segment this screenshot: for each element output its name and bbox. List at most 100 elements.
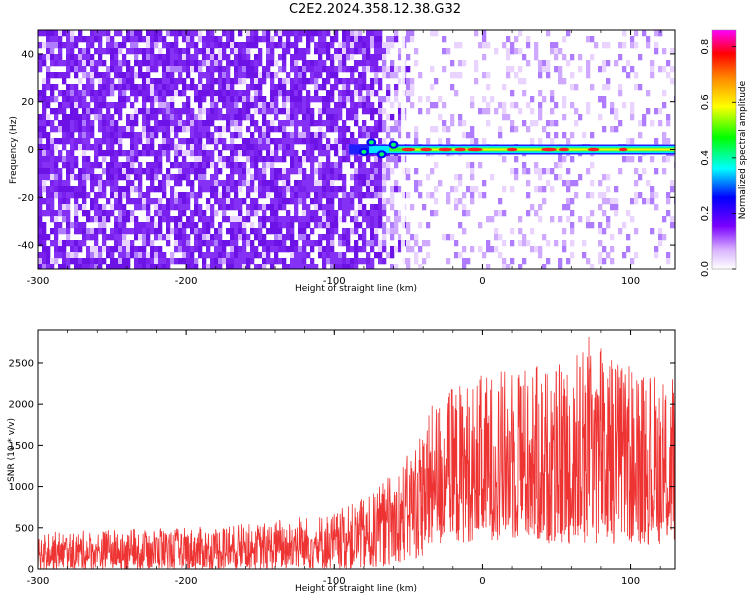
heatmap-cell xyxy=(170,90,175,97)
heatmap-cell xyxy=(170,60,175,67)
heatmap-cell xyxy=(638,84,643,91)
heatmap-cell xyxy=(378,258,383,265)
heatmap-cell xyxy=(354,168,359,175)
heatmap-cell xyxy=(258,174,263,181)
heatmap-cell xyxy=(670,186,675,193)
heatmap-cell xyxy=(254,126,259,133)
heatmap-cell xyxy=(482,30,487,37)
heatmap-cell xyxy=(326,252,331,259)
heatmap-cell xyxy=(538,66,543,73)
heatmap-cell xyxy=(82,66,87,73)
heatmap-cell xyxy=(118,150,123,157)
snr-y-tick-label: 1000 xyxy=(9,482,34,493)
heatmap-cell xyxy=(222,84,227,91)
heatmap-cell xyxy=(230,222,235,229)
heatmap-cell xyxy=(302,60,307,67)
heatmap-cell xyxy=(94,192,99,199)
heatmap-cell xyxy=(250,132,255,139)
heatmap-cell xyxy=(414,132,419,139)
heatmap-cell xyxy=(238,162,243,169)
heatmap-cell xyxy=(166,114,171,121)
heatmap-cell xyxy=(54,156,59,163)
heatmap-cell xyxy=(46,150,51,157)
heatmap-cell xyxy=(194,42,199,49)
heatmap-cell xyxy=(138,108,143,115)
heatmap-cell xyxy=(270,246,275,253)
heatmap-cell xyxy=(66,30,71,37)
heatmap-cell xyxy=(318,30,323,37)
heatmap-cell xyxy=(654,246,659,253)
heatmap-cell xyxy=(42,102,47,109)
heatmap-cell xyxy=(270,36,275,43)
heatmap-cell xyxy=(206,204,211,211)
heatmap-cell xyxy=(142,234,147,241)
heatmap-cell xyxy=(142,246,147,253)
heatmap-cell xyxy=(362,180,367,187)
heatmap-cell xyxy=(290,252,295,259)
heatmap-cell xyxy=(302,150,307,157)
heatmap-cell xyxy=(390,192,395,199)
heatmap-cell xyxy=(74,66,79,73)
heatmap-cell xyxy=(602,126,607,133)
heatmap-cell xyxy=(78,204,83,211)
heatmap-cell xyxy=(150,54,155,61)
heatmap-cell xyxy=(94,240,99,247)
heatmap-cell xyxy=(234,90,239,97)
heatmap-cell xyxy=(130,252,135,259)
heatmap-cell xyxy=(386,156,391,163)
heatmap-cell xyxy=(186,192,191,199)
heatmap-cell xyxy=(82,36,87,43)
heatmap-cell xyxy=(218,48,223,55)
heatmap-cell xyxy=(98,210,103,217)
heatmap-cell xyxy=(562,228,567,235)
heatmap-cell xyxy=(70,108,75,115)
heatmap-cell xyxy=(430,102,435,109)
heatmap-cell xyxy=(138,150,143,157)
heatmap-cell xyxy=(38,96,43,103)
heatmap-cell xyxy=(502,210,507,217)
heatmap-cell xyxy=(38,228,43,235)
heatmap-cell xyxy=(322,42,327,49)
heatmap-cell xyxy=(198,210,203,217)
heatmap-cell xyxy=(378,180,383,187)
heatmap-cell xyxy=(70,102,75,109)
heatmap-cell xyxy=(202,42,207,49)
heatmap-cell xyxy=(66,42,71,49)
heatmap-cell xyxy=(302,240,307,247)
heatmap-cell xyxy=(130,216,135,223)
heatmap-cell xyxy=(102,180,107,187)
heatmap-cell xyxy=(394,210,399,217)
heatmap-cell xyxy=(242,60,247,67)
heatmap-cell xyxy=(274,60,279,67)
heatmap-cell xyxy=(342,240,347,247)
heatmap-cell xyxy=(322,60,327,67)
heatmap-cell xyxy=(610,102,615,109)
heatmap-cell xyxy=(186,222,191,229)
heatmap-cell xyxy=(214,252,219,259)
heatmap-cell xyxy=(202,234,207,241)
heatmap-cell xyxy=(158,252,163,259)
heatmap-cell xyxy=(70,156,75,163)
heatmap-cell xyxy=(186,84,191,91)
heatmap-cell xyxy=(470,198,475,205)
heatmap-cell xyxy=(538,90,543,97)
heatmap-cell xyxy=(294,108,299,115)
heatmap-cell xyxy=(182,66,187,73)
heatmap-cell xyxy=(70,240,75,247)
heatmap-cell xyxy=(62,240,67,247)
heatmap-cell xyxy=(598,228,603,235)
heatmap-cell xyxy=(330,228,335,235)
heatmap-cell xyxy=(222,90,227,97)
heatmap-cell xyxy=(158,108,163,115)
heatmap-cell xyxy=(342,48,347,55)
heatmap-cell xyxy=(98,150,103,157)
heatmap-cell xyxy=(358,90,363,97)
heatmap-cell xyxy=(326,126,331,133)
heatmap-cell xyxy=(166,132,171,139)
heatmap-cell xyxy=(330,144,335,151)
heatmap-cell xyxy=(138,168,143,175)
heatmap-cell xyxy=(94,36,99,43)
heatmap-cell xyxy=(142,192,147,199)
heatmap-cell xyxy=(326,102,331,109)
heatmap-cell xyxy=(98,48,103,55)
